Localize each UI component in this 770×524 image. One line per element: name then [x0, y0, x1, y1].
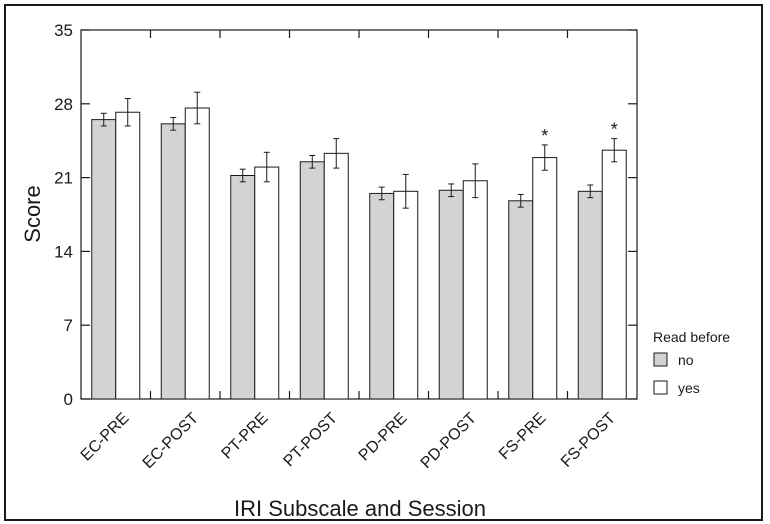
- bar-yes-fs-post: [601, 149, 627, 400]
- error-bars: [100, 91, 618, 209]
- error-bar-yes-pt-post: [333, 138, 340, 169]
- error-bar-no-pd-post: [448, 183, 455, 198]
- y-tick-label: 35: [54, 21, 73, 40]
- error-bar-yes-pt-pre: [263, 151, 270, 183]
- category-label: PD-PRE: [356, 410, 411, 465]
- y-axis: 0 7 14 21 28 35: [54, 21, 637, 409]
- figure-frame: [4, 4, 763, 521]
- x-axis-title: IRI Subscale and Session: [234, 496, 486, 521]
- category-label: EC-POST: [140, 410, 202, 472]
- significance-star: *: [541, 126, 548, 146]
- category-label: EC-PRE: [78, 410, 133, 465]
- y-tick-label: 21: [54, 169, 73, 188]
- category-label: PD-POST: [418, 410, 480, 472]
- y-tick-label: 14: [54, 242, 73, 261]
- bar-yes-ec-post: [184, 107, 210, 400]
- bar-yes-ec-pre: [115, 111, 141, 400]
- bar-no-fs-pre: [508, 200, 534, 400]
- bar-yes-pt-pre: [254, 166, 280, 400]
- legend-swatch-no: [653, 352, 668, 367]
- error-bar-no-pd-pre: [378, 186, 385, 201]
- bar-yes-fs-pre: [532, 157, 558, 400]
- bar-no-ec-post: [160, 123, 186, 400]
- legend: Read before no yes: [653, 329, 730, 396]
- bar-no-pt-post: [299, 161, 325, 400]
- y-tick-label: 28: [54, 95, 73, 114]
- bar-no-pt-pre: [230, 174, 256, 400]
- category-label: PT-POST: [281, 410, 342, 471]
- error-bar-no-fs-pre: [517, 193, 524, 208]
- legend-swatch-yes: [653, 380, 668, 395]
- legend-title: Read before: [653, 329, 730, 345]
- error-bar-yes-fs-pre: [541, 144, 548, 171]
- significance-annotations: * *: [541, 120, 618, 146]
- legend-label-no: no: [678, 352, 694, 368]
- category-label: PT-PRE: [219, 410, 272, 463]
- bar-yes-pd-post: [462, 180, 488, 400]
- y-tick-label: 7: [64, 316, 73, 335]
- y-tick-label: 0: [64, 390, 73, 409]
- error-bar-yes-pd-pre: [402, 173, 409, 209]
- bar-no-pd-pre: [369, 192, 395, 400]
- bar-yes-pt-post: [323, 152, 349, 400]
- error-bar-no-ec-post: [170, 117, 177, 131]
- legend-label-yes: yes: [678, 380, 700, 396]
- error-bar-no-fs-post: [587, 184, 594, 199]
- error-bar-yes-pd-post: [472, 163, 479, 199]
- error-bar-no-pt-pre: [239, 168, 246, 183]
- bar-no-fs-post: [577, 190, 603, 400]
- category-label: FS-PRE: [496, 410, 550, 464]
- bar-no-pd-post: [438, 189, 464, 400]
- category-labels: EC-PRE EC-POST PT-PRE PT-POST PD-PRE PD-POST F…: [78, 410, 619, 472]
- error-bar-no-pt-post: [309, 154, 316, 169]
- y-axis-title: Score: [20, 185, 45, 242]
- error-bar-no-ec-pre: [100, 112, 107, 127]
- x-axis: [149, 30, 569, 399]
- bar-series: [91, 107, 627, 400]
- bar-yes-pd-pre: [393, 190, 419, 400]
- error-bar-yes-ec-pre: [124, 98, 131, 127]
- bar-no-ec-pre: [91, 119, 117, 400]
- error-bar-yes-fs-post: [611, 138, 618, 163]
- category-label: FS-POST: [558, 410, 619, 471]
- error-bar-yes-ec-post: [194, 91, 201, 125]
- significance-star: *: [611, 120, 618, 140]
